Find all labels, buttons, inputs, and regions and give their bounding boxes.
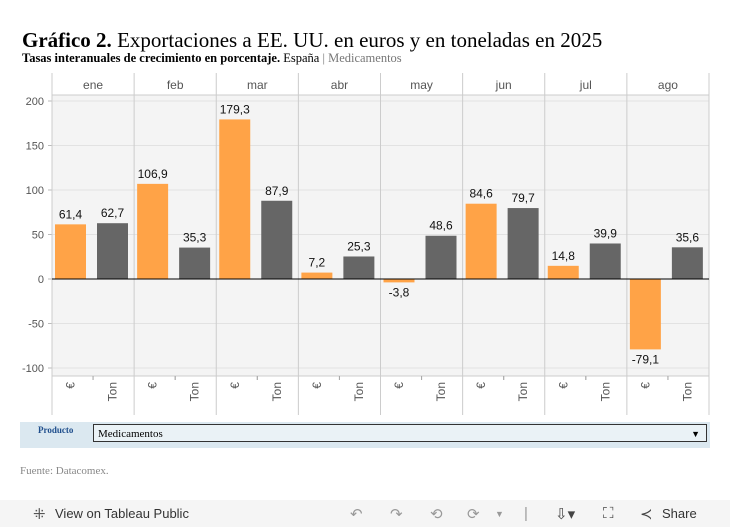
- x-sub-label: Ton: [516, 382, 530, 401]
- month-header: feb: [167, 78, 184, 92]
- y-tick-label: 100: [26, 185, 44, 197]
- x-sub-label: €: [556, 382, 570, 389]
- bar-euro: [55, 224, 86, 279]
- month-header: abr: [331, 78, 348, 92]
- data-label: 35,3: [183, 231, 207, 245]
- x-sub-label: Ton: [270, 382, 284, 401]
- data-label: -79,1: [632, 352, 660, 366]
- data-label: 7,2: [309, 256, 326, 270]
- x-sub-label: €: [146, 382, 160, 389]
- bar-euro: [547, 265, 579, 279]
- source-note: Fuente: Datacomex.: [20, 465, 109, 477]
- bar-euro: [629, 279, 661, 350]
- month-header: mar: [247, 78, 268, 92]
- data-label: 79,7: [511, 191, 535, 205]
- month-header: ene: [83, 78, 103, 92]
- x-sub-label: €: [474, 382, 488, 389]
- bar-ton: [179, 247, 211, 279]
- y-tick-label: 50: [32, 230, 44, 242]
- bar-ton: [507, 208, 539, 279]
- x-sub-label: Ton: [598, 382, 612, 401]
- month-header: may: [410, 78, 433, 92]
- chevron-down-icon: ▼: [691, 429, 700, 439]
- bar-chart: 200 150 100 50 0 -50 -100 ene 61,4 €62,7 Ton feb 106…: [22, 72, 710, 415]
- data-label: 84,6: [469, 187, 493, 201]
- data-label: 25,3: [347, 239, 371, 253]
- view-on-tableau-link[interactable]: View on Tableau Public: [55, 506, 189, 521]
- y-tick-label: -100: [22, 363, 44, 375]
- filter-label: Producto: [38, 425, 74, 435]
- x-sub-label: Ton: [680, 382, 694, 401]
- bar-euro: [465, 203, 497, 279]
- bar-euro: [301, 272, 333, 279]
- undo-icon[interactable]: ↶: [350, 506, 363, 523]
- data-label: 61,4: [59, 207, 83, 221]
- bar-ton: [589, 243, 621, 279]
- y-tick-label: 200: [26, 96, 44, 108]
- x-sub-label: €: [392, 382, 406, 389]
- bar-euro: [383, 279, 415, 283]
- x-sub-label: Ton: [352, 382, 366, 401]
- bar-euro: [219, 119, 251, 279]
- product-filter: Producto Medicamentos ▼: [20, 422, 710, 448]
- data-label: 48,6: [429, 219, 453, 233]
- x-sub-label: €: [64, 382, 78, 389]
- x-sub-label: €: [638, 382, 652, 389]
- bar-ton: [425, 235, 457, 279]
- chevron-down-icon[interactable]: ▼: [495, 509, 504, 519]
- bar-ton: [671, 247, 703, 279]
- x-sub-label: Ton: [106, 382, 120, 401]
- data-label: 35,6: [676, 230, 700, 244]
- y-tick-label: 150: [26, 141, 44, 153]
- x-sub-label: Ton: [434, 382, 448, 401]
- revert-icon[interactable]: ⟲: [430, 506, 443, 523]
- share-icon[interactable]: ≺: [640, 506, 653, 523]
- tableau-logo-icon: ⁜: [33, 506, 46, 523]
- data-label: 179,3: [220, 102, 250, 116]
- data-label: 106,9: [138, 167, 168, 181]
- month-header: ago: [658, 78, 678, 92]
- month-header: jun: [495, 78, 512, 92]
- y-tick-label: 0: [38, 274, 44, 286]
- download-icon[interactable]: ⇩▾: [555, 506, 576, 523]
- x-sub-label: Ton: [188, 382, 202, 401]
- x-sub-label: €: [228, 382, 242, 389]
- fullscreen-icon[interactable]: ⛶: [603, 505, 614, 522]
- month-header: jul: [579, 78, 592, 92]
- share-button[interactable]: Share: [662, 506, 697, 521]
- data-label: -3,8: [389, 285, 410, 299]
- tableau-toolbar: ⁜ View on Tableau Public ↶ ↷ ⟲ ⟳ ▼ | ⇩▾ …: [0, 500, 730, 527]
- bar-ton: [97, 223, 128, 279]
- data-label: 39,9: [594, 226, 618, 240]
- chart-subtitle: Tasas interanuales de crecimiento en por…: [22, 51, 402, 65]
- refresh-icon[interactable]: ⟳: [467, 506, 480, 523]
- redo-icon[interactable]: ↷: [390, 506, 403, 523]
- data-label: 62,7: [101, 206, 125, 220]
- bar-ton: [343, 256, 375, 279]
- y-tick-label: -50: [28, 319, 44, 331]
- bar-euro: [137, 183, 169, 279]
- data-label: 14,8: [552, 249, 576, 263]
- chart-title: Gráfico 2. Exportaciones a EE. UU. en eu…: [22, 28, 603, 52]
- divider: |: [524, 505, 528, 522]
- x-sub-label: €: [310, 382, 324, 389]
- bar-ton: [261, 200, 293, 279]
- data-label: 87,9: [265, 184, 289, 198]
- product-dropdown[interactable]: Medicamentos ▼: [93, 424, 707, 442]
